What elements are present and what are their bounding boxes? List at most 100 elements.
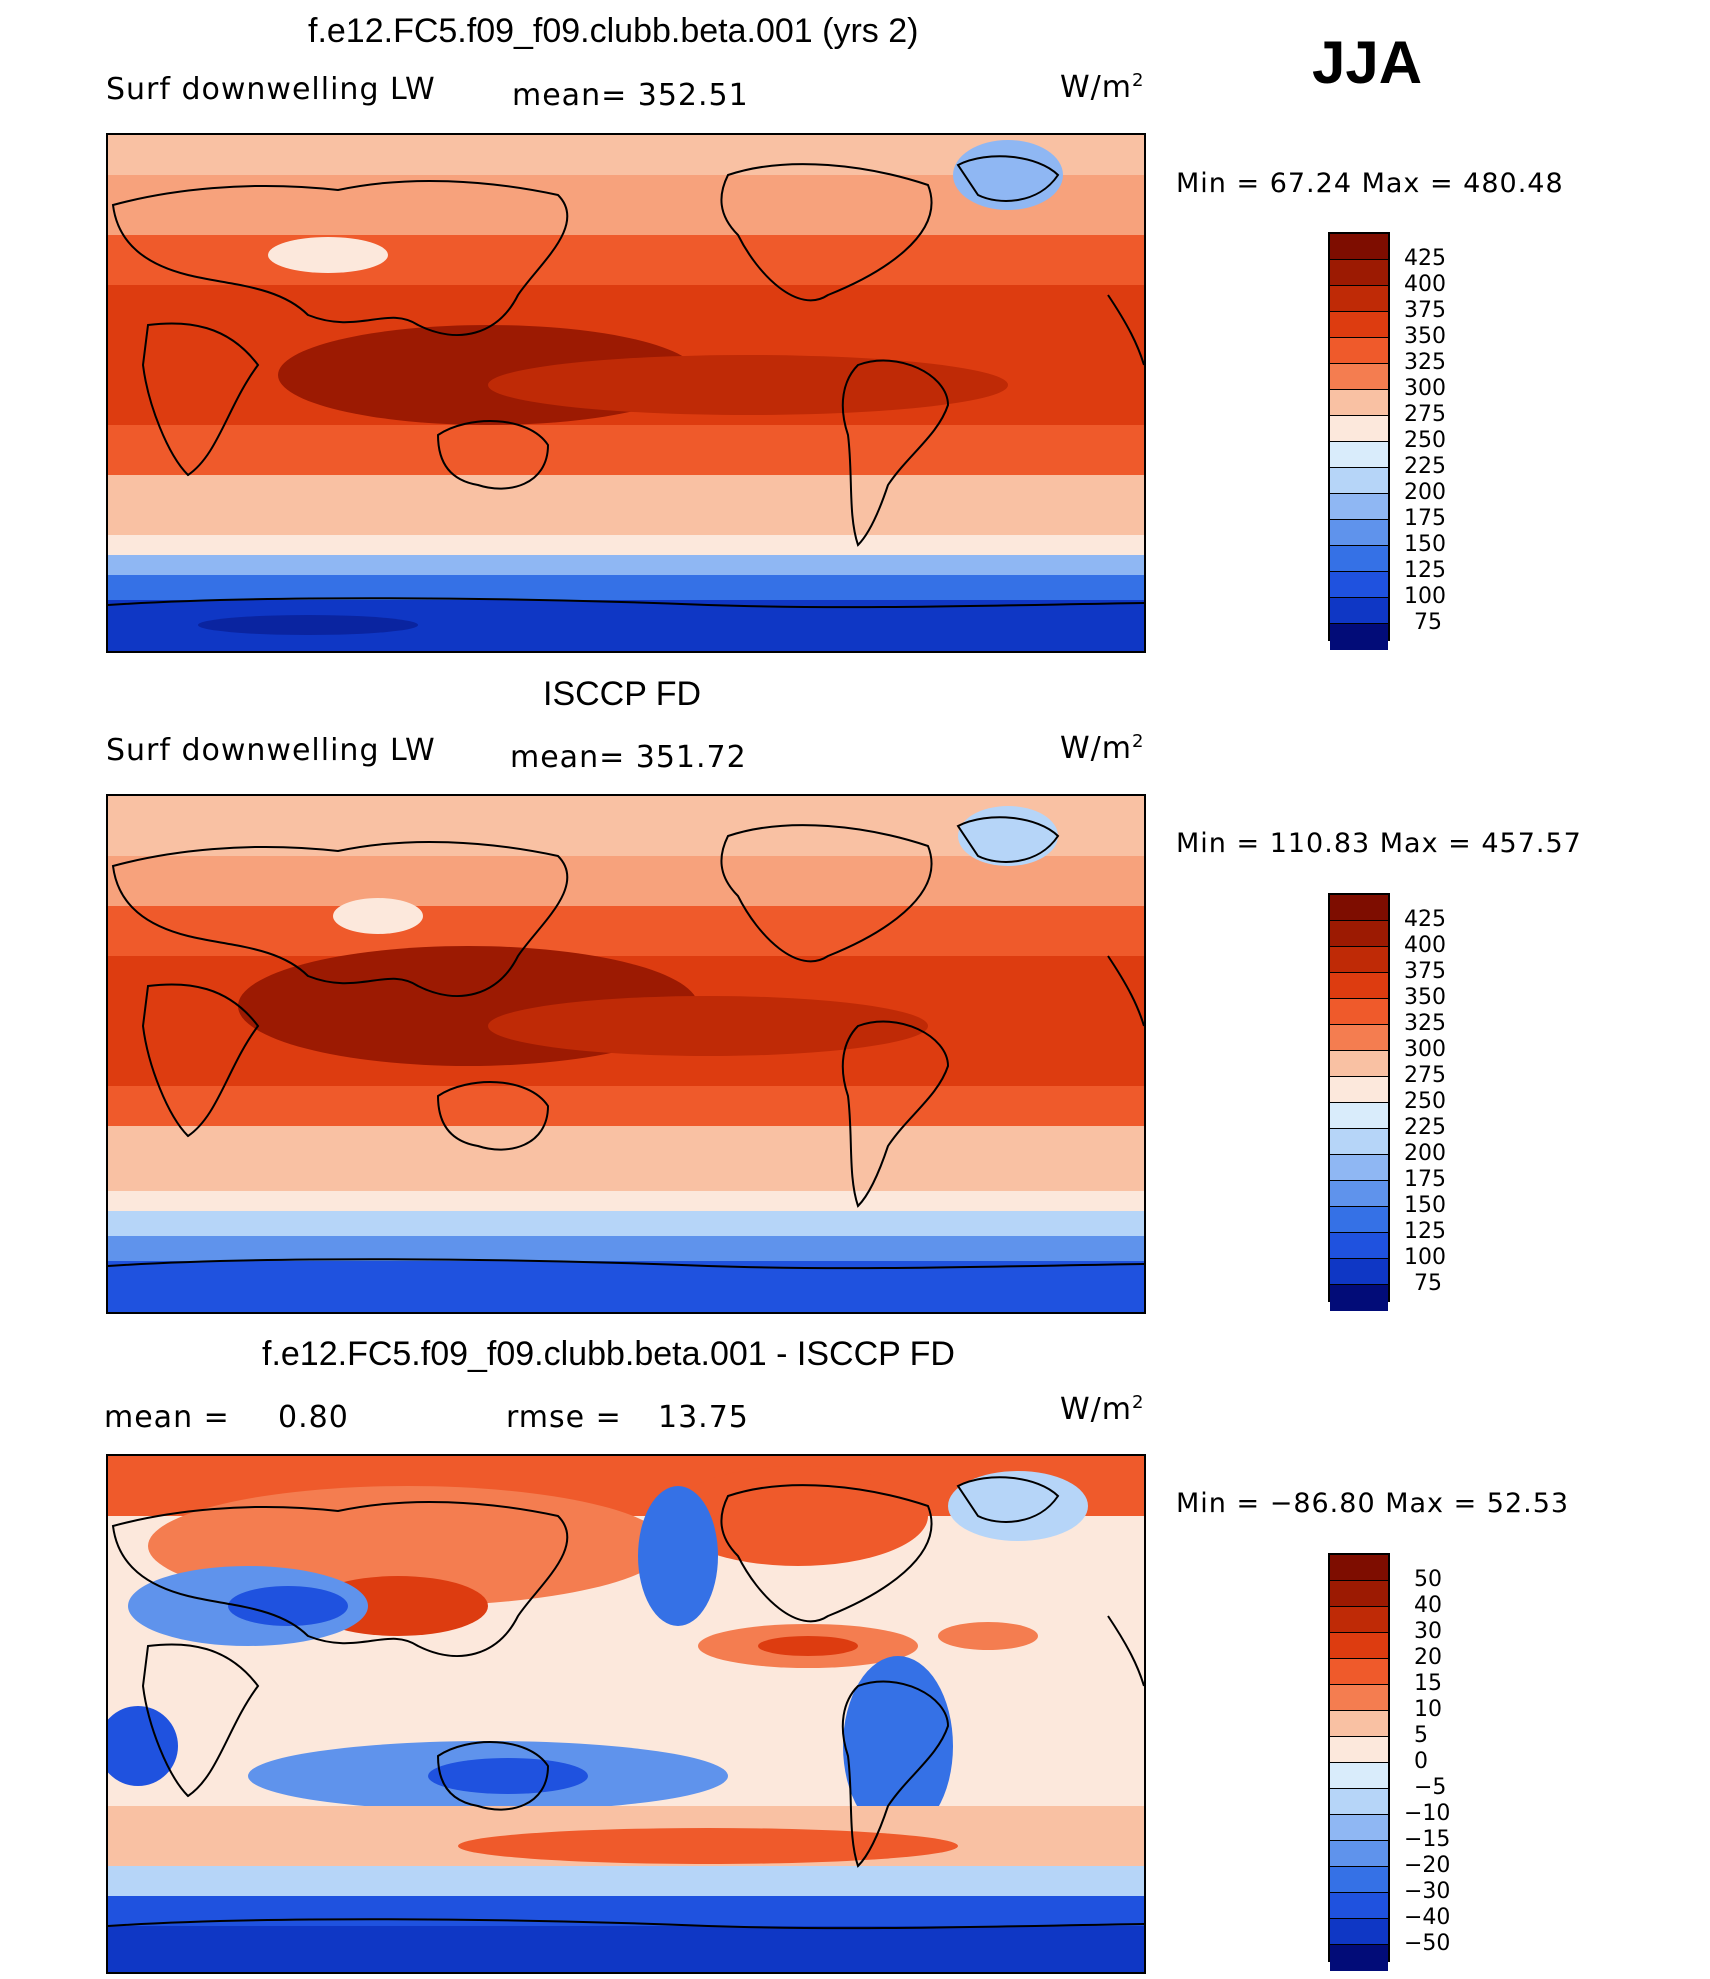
colorbar-tick-label: −40	[1404, 1905, 1451, 1930]
panel2-cbar-cell	[1330, 1155, 1388, 1181]
panel2-cbar-cell	[1330, 947, 1388, 973]
colorbar-tick-label: 100	[1404, 584, 1446, 609]
panel3-rmse-value: 13.75	[658, 1400, 749, 1435]
panel1-cbar-cell	[1330, 364, 1388, 390]
panel3-band-polar2	[108, 1896, 1144, 1926]
colorbar-tick-label: 375	[1404, 298, 1446, 323]
panel2-cbar-cell	[1330, 1077, 1388, 1103]
panel2-variable: Surf downwelling LW	[106, 733, 436, 768]
colorbar-tick-label: 175	[1404, 506, 1446, 531]
colorbar-tick-label: −20	[1404, 1853, 1451, 1878]
colorbar-tick-label: 15	[1414, 1671, 1442, 1696]
panel2-units: W/m2	[1060, 731, 1145, 766]
colorbar-tick-label: 350	[1404, 985, 1446, 1010]
panel2-band-polar1	[108, 1211, 1144, 1236]
panel1-map	[106, 133, 1146, 653]
panel3-pacific-max	[758, 1636, 858, 1656]
panel2-mean: mean= 351.72	[510, 740, 747, 775]
panel2-minmax: Min = 110.83 Max = 457.57	[1176, 828, 1582, 859]
colorbar-tick-label: 250	[1404, 428, 1446, 453]
colorbar-tick-label: 325	[1404, 350, 1446, 375]
panel2-map	[106, 794, 1146, 1314]
panel3-cbar-cell	[1330, 1815, 1388, 1841]
colorbar-tick-label: 20	[1414, 1645, 1442, 1670]
panel3-cbar-cell	[1330, 1685, 1388, 1711]
panel3-cbar-cell	[1330, 1711, 1388, 1737]
colorbar-tick-label: 325	[1404, 1011, 1446, 1036]
panel3-calif-neg	[638, 1486, 718, 1626]
colorbar-tick-label: 375	[1404, 959, 1446, 984]
panel1-cbar-cell	[1330, 468, 1388, 494]
panel2-cbar-cell	[1330, 1103, 1388, 1129]
panel3-minmax: Min = −86.80 Max = 52.53	[1176, 1488, 1570, 1519]
panel1-band-sh-mid	[108, 475, 1144, 535]
panel1-cbar-cell	[1330, 234, 1388, 260]
colorbar-tick-label: −10	[1404, 1801, 1451, 1826]
colorbar-tick-label: 400	[1404, 272, 1446, 297]
colorbar-tick-label: 100	[1404, 1245, 1446, 1270]
colorbar-tick-label: 30	[1414, 1619, 1442, 1644]
panel1-mean: mean= 352.51	[512, 78, 749, 113]
colorbar-tick-label: 40	[1414, 1593, 1442, 1618]
colorbar-tick-label: 200	[1404, 1141, 1446, 1166]
panel1-coastlines	[108, 155, 1144, 609]
panel2-cbar-cell	[1330, 895, 1388, 921]
panel1-cbar-cell	[1330, 598, 1388, 624]
panel1-cbar-cell	[1330, 312, 1388, 338]
panel1-band-sh-high	[108, 535, 1144, 555]
panel1-cbar-cell	[1330, 494, 1388, 520]
colorbar-tick-label: 275	[1404, 402, 1446, 427]
panel1-cbar-cell	[1330, 286, 1388, 312]
colorbar-tick-label: 425	[1404, 246, 1446, 271]
panel1-cbar-cell	[1330, 546, 1388, 572]
panel2-band-polar2	[108, 1236, 1144, 1261]
panel2-cbar-cell	[1330, 921, 1388, 947]
panel1-map-svg	[108, 135, 1144, 651]
panel3-cbar-cell	[1330, 1763, 1388, 1789]
colorbar-tick-label: 225	[1404, 454, 1446, 479]
panel2-band-sh-high	[108, 1191, 1144, 1211]
colorbar-tick-label: 10	[1414, 1697, 1442, 1722]
panel1-cbar-cell	[1330, 572, 1388, 598]
colorbar-tick-label: −5	[1414, 1775, 1447, 1800]
panel3-cbar-cell	[1330, 1555, 1388, 1581]
panel3-map	[106, 1454, 1146, 1974]
colorbar-tick-label: −30	[1404, 1879, 1451, 1904]
panel3-samerica-neg	[843, 1656, 953, 1836]
panel3-cbar-cell	[1330, 1633, 1388, 1659]
panel3-rmse-label: rmse =	[506, 1400, 622, 1435]
panel1-variable: Surf downwelling LW	[106, 72, 436, 107]
panel2-tibet	[333, 898, 423, 934]
panel1-band-polar1	[108, 555, 1144, 575]
colorbar-tick-label: 150	[1404, 532, 1446, 557]
colorbar-tick-label: 225	[1404, 1115, 1446, 1140]
panel1-minmax: Min = 67.24 Max = 480.48	[1176, 168, 1564, 199]
panel3-cbar-cell	[1330, 1607, 1388, 1633]
panel1-cbar-cell	[1330, 338, 1388, 364]
colorbar-tick-label: 175	[1404, 1167, 1446, 1192]
panel1-cbar-cell	[1330, 390, 1388, 416]
colorbar-tick-label: −50	[1404, 1931, 1451, 1956]
panel1-colorbar	[1328, 232, 1390, 650]
panel2-cbar-cell	[1330, 1233, 1388, 1259]
colorbar-tick-label: 425	[1404, 907, 1446, 932]
panel3-colorbar	[1328, 1553, 1390, 1971]
panel3-atlantic-pos	[938, 1622, 1038, 1650]
panel2-cbar-cell	[1330, 1129, 1388, 1155]
panel1-itcz	[488, 355, 1008, 415]
colorbar-tick-label: 300	[1404, 376, 1446, 401]
panel3-cbar-cell	[1330, 1867, 1388, 1893]
panel3-cbar-cell	[1330, 1945, 1388, 1971]
colorbar-tick-label: 125	[1404, 1219, 1446, 1244]
panel3-band-polar1	[108, 1866, 1144, 1901]
colorbar-tick-label: 200	[1404, 480, 1446, 505]
colorbar-tick-label: 50	[1414, 1567, 1442, 1592]
colorbar-tick-label: −15	[1404, 1827, 1451, 1852]
colorbar-tick-label: 250	[1404, 1089, 1446, 1114]
panel1-cbar-cell	[1330, 520, 1388, 546]
panel3-map-svg	[108, 1456, 1144, 1972]
panel2-cbar-cell	[1330, 1051, 1388, 1077]
panel2-cbar-cell	[1330, 1207, 1388, 1233]
colorbar-tick-label: 75	[1414, 1271, 1442, 1296]
colorbar-tick-label: 150	[1404, 1193, 1446, 1218]
